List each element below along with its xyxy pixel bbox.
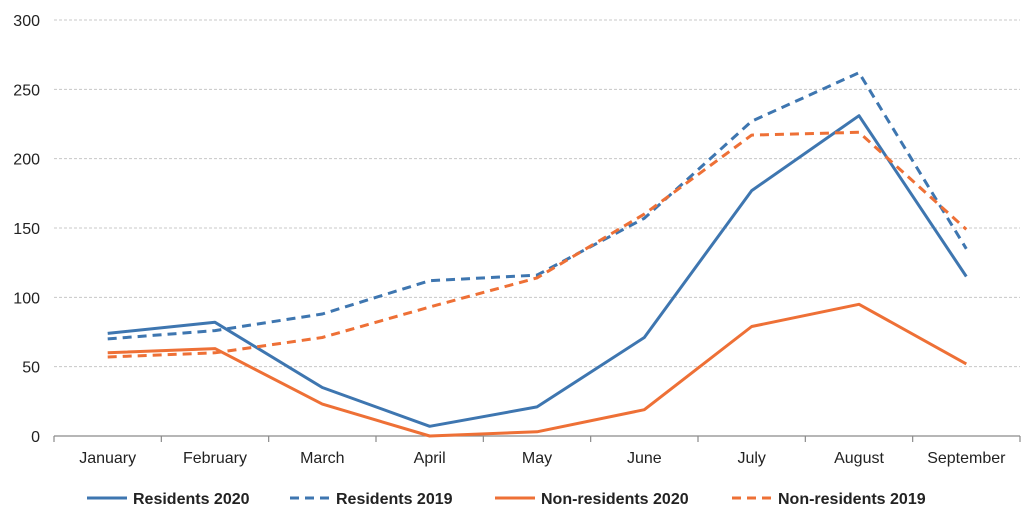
x-tick-label: September — [927, 450, 1006, 467]
x-tick-label: February — [183, 450, 247, 467]
x-tick-label: June — [627, 450, 662, 467]
y-tick-label: 200 — [13, 152, 40, 169]
y-tick-label: 150 — [13, 221, 40, 238]
legend-label: Non-residents 2020 — [541, 491, 689, 508]
series-line-residents-2019 — [107, 71, 968, 341]
series-lines — [107, 71, 968, 438]
x-axis — [53, 435, 1021, 442]
x-tick-label: May — [522, 450, 552, 467]
gridlines — [54, 19, 1020, 368]
legend-label: Non-residents 2019 — [778, 491, 926, 508]
legend-label: Residents 2019 — [336, 491, 453, 508]
legend-label: Residents 2020 — [133, 491, 250, 508]
series-line-residents-2020 — [107, 114, 968, 428]
legend: Residents 2020 Residents 2019 Non-resident… — [87, 491, 926, 508]
x-axis-tick-labels: January February March April May June July Augu… — [79, 450, 1006, 467]
x-tick-label: July — [737, 450, 765, 467]
series-line-non-residents-2019 — [107, 130, 968, 359]
y-tick-label: 250 — [13, 82, 40, 99]
y-tick-label: 0 — [31, 429, 40, 446]
x-tick-label: April — [414, 450, 446, 467]
x-tick-label: January — [79, 450, 136, 467]
x-tick-label: March — [300, 450, 344, 467]
y-tick-label: 300 — [13, 13, 40, 30]
y-axis-tick-labels: 0 50 100 150 200 250 300 — [13, 13, 40, 446]
x-tick-label: August — [834, 450, 884, 467]
series-line-non-residents-2020 — [107, 302, 968, 438]
y-tick-label: 50 — [22, 360, 40, 377]
y-tick-label: 100 — [13, 290, 40, 307]
